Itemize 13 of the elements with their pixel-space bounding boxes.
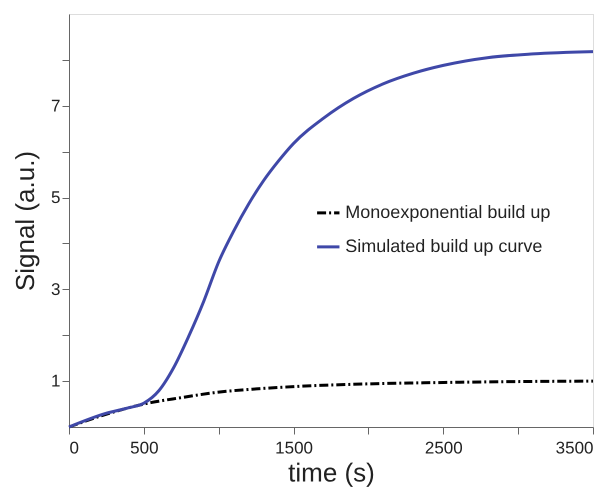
y-tick-label: 1 bbox=[51, 372, 60, 391]
x-axis-title: time (s) bbox=[288, 458, 375, 488]
y-tick-label: 5 bbox=[51, 188, 60, 208]
x-tick-label: 1500 bbox=[275, 438, 313, 458]
legend-label: Simulated build up curve bbox=[345, 236, 542, 256]
y-tick-label: 7 bbox=[51, 96, 60, 116]
x-tick-label: 2500 bbox=[424, 438, 463, 458]
x-tick-label: 0 bbox=[70, 438, 79, 458]
y-tick-label: 3 bbox=[51, 280, 60, 299]
legend-label: Monoexponential build up bbox=[345, 202, 550, 222]
x-tick-label: 3500 bbox=[556, 438, 594, 458]
y-axis-title: Signal (a.u.) bbox=[10, 150, 40, 292]
x-tick-label: 500 bbox=[130, 438, 159, 458]
